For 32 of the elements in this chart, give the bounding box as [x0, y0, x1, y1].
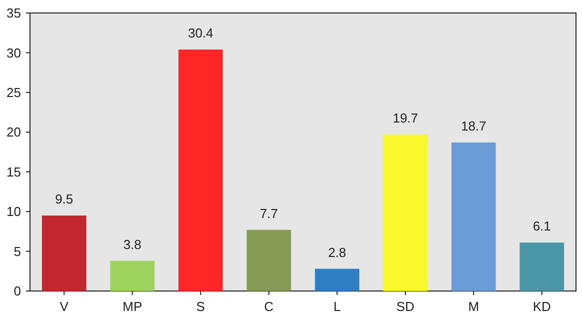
bar: [42, 216, 86, 291]
data-label: 30.4: [188, 26, 214, 41]
y-tick-label: 10: [6, 204, 21, 220]
bar: [451, 142, 496, 291]
y-tick-label: 15: [6, 164, 21, 180]
y-tick-label: 35: [6, 6, 21, 21]
bar: [383, 134, 428, 291]
y-tick-label: 20: [6, 124, 21, 140]
x-tick-label: C: [264, 299, 274, 314]
bar: [110, 260, 155, 291]
data-label: 2.8: [328, 244, 346, 260]
x-tick-label: M: [468, 299, 480, 314]
x-tick-label: V: [60, 299, 69, 314]
bar: [246, 230, 292, 291]
x-tick-label: KD: [532, 299, 551, 314]
data-label: 6.1: [532, 218, 551, 234]
data-label: 7.7: [260, 206, 278, 221]
data-label: 19.7: [392, 110, 418, 126]
data-label: 3.8: [123, 236, 142, 252]
y-tick-label: 0: [14, 284, 21, 299]
x-tick-label: L: [334, 299, 341, 314]
x-tick-label: SD: [396, 299, 414, 314]
bar: [314, 268, 360, 291]
x-tick-label: S: [196, 299, 206, 314]
x-tick-label: MP: [122, 299, 142, 314]
data-label: 18.7: [460, 118, 486, 134]
bar: [178, 50, 223, 291]
data-label: 9.5: [55, 192, 74, 207]
y-tick-label: 5: [14, 244, 21, 259]
y-tick-label: 25: [6, 84, 21, 100]
y-tick-label: 30: [6, 45, 21, 60]
bar: [520, 242, 564, 291]
